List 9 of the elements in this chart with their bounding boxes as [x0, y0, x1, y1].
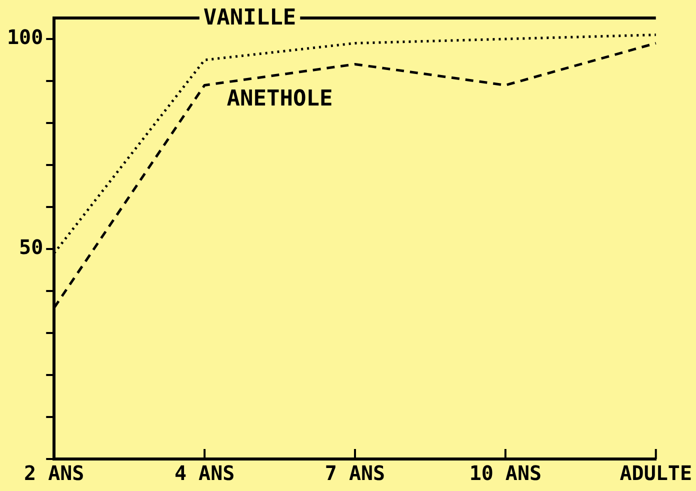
y-tick-label: 100: [7, 25, 44, 50]
x-tick-label: 7 ANS: [324, 461, 386, 486]
x-tick-label: 2 ANS: [24, 461, 84, 486]
y-tick-label: 50: [19, 235, 44, 260]
series-label: ANETHOLE: [226, 86, 333, 112]
x-tick-label: 4 ANS: [174, 461, 235, 486]
x-tick-label: 10 ANS: [469, 461, 542, 486]
x-tick-label: ADULTE: [620, 461, 692, 486]
series-label: VANILLE: [203, 6, 296, 31]
